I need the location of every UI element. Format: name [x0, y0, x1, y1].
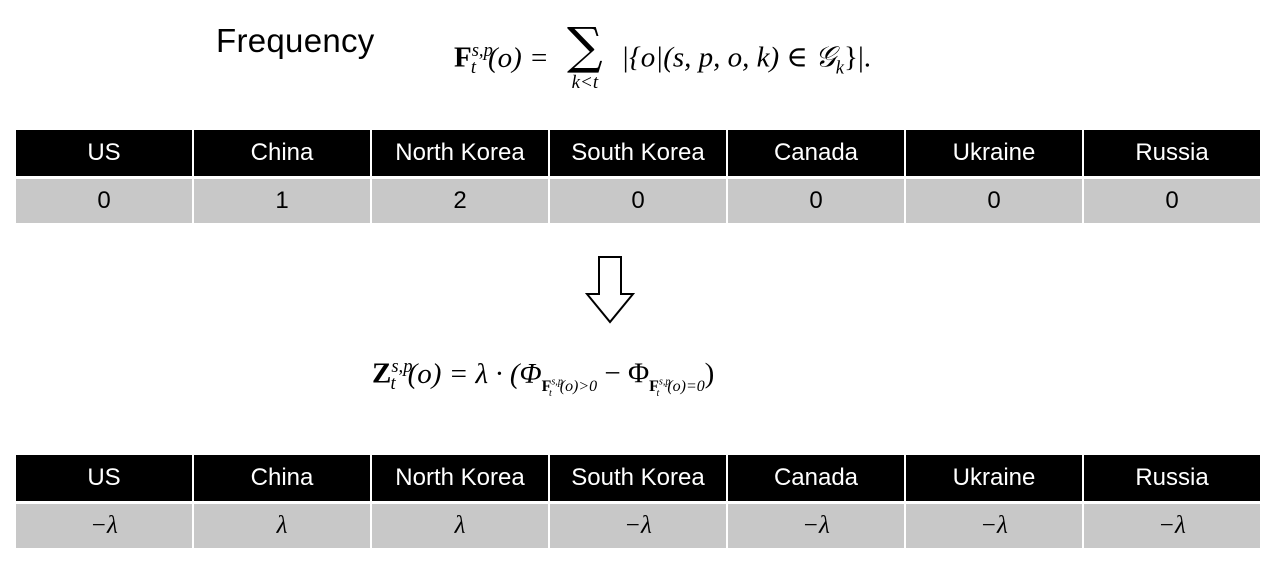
- cell-value-china: λ: [192, 501, 371, 548]
- cell-value-canada: 0: [726, 176, 905, 223]
- frequency-label: Frequency: [216, 22, 375, 59]
- cell-value-south-korea: −λ: [548, 501, 727, 548]
- frequency-formula: Fs,pt (o) = ∑ k<t |{o|(s, p, o, k) ∈ 𝒢k}|…: [454, 17, 872, 94]
- phi2-sub-sub: t: [656, 387, 660, 399]
- cell-value-ukraine: −λ: [904, 501, 1083, 548]
- phi1-sub-f: F: [541, 378, 552, 396]
- column-header-north-korea: North Korea: [370, 455, 549, 503]
- formula1-lhs-arg: (o) =: [488, 41, 549, 74]
- phi2-condition: (o)=0: [667, 378, 705, 396]
- column-header-ukraine: Ukraine: [904, 130, 1083, 178]
- column-header-us: US: [16, 455, 193, 503]
- down-arrow-icon: [585, 256, 635, 324]
- column-header-russia: Russia: [1082, 455, 1260, 503]
- cell-value-north-korea: 2: [370, 176, 549, 223]
- column-header-south-korea: South Korea: [548, 455, 727, 503]
- transformed-table: US China North Korea South Korea Canada …: [16, 455, 1260, 548]
- phi1-sub-sub: t: [548, 387, 552, 399]
- cell-value-russia: −λ: [1082, 501, 1260, 548]
- cell-value-china: 1: [192, 176, 371, 223]
- formula2-minus: − Φ: [597, 357, 650, 390]
- transformed-table-value-row: −λ λ λ −λ −λ −λ −λ: [16, 501, 1260, 548]
- frequency-table-header-row: US China North Korea South Korea Canada …: [16, 130, 1260, 178]
- column-header-north-korea: North Korea: [370, 130, 549, 178]
- phi2-sub-f: F: [649, 378, 659, 396]
- sum-symbol: ∑: [567, 17, 603, 75]
- sum-index: k<t: [571, 72, 599, 93]
- column-header-ukraine: Ukraine: [904, 455, 1083, 503]
- phi2-subscript: Fs,pt (o)=0: [649, 377, 705, 399]
- formula2-lhs-sup: s,p: [391, 356, 413, 377]
- cell-value-ukraine: 0: [904, 176, 1083, 223]
- summation-operator: ∑ k<t: [556, 17, 614, 94]
- formula1-lhs-sup: s,p: [471, 40, 493, 61]
- formula1-body-end: }|.: [844, 41, 872, 74]
- transform-formula: Zs,pt (o) = λ · (ΦFs,pt (o)>0 − ΦFs,pt (o)=…: [372, 356, 714, 399]
- phi1-sub-sup: s,p: [551, 377, 563, 389]
- phi2-sub-sup: s,p: [658, 377, 671, 389]
- formula1-body-sub: k: [835, 57, 845, 79]
- frequency-table-value-row: 0 1 2 0 0 0 0: [16, 176, 1260, 223]
- formula1-lhs: F: [454, 41, 472, 74]
- formula2-lhs-arg: (o) = λ · (Φ: [407, 357, 542, 390]
- phi1-subscript: Fs,pt (o)>0: [541, 377, 598, 399]
- cell-value-south-korea: 0: [548, 176, 727, 223]
- column-header-canada: Canada: [726, 455, 905, 503]
- column-header-china: China: [192, 130, 371, 178]
- formula1-body: |{o|(s, p, o, k) ∈ 𝒢: [621, 41, 836, 74]
- cell-value-russia: 0: [1082, 176, 1260, 223]
- column-header-russia: Russia: [1082, 130, 1260, 178]
- formula2-lhs-sub: t: [390, 373, 396, 395]
- column-header-south-korea: South Korea: [548, 130, 727, 178]
- formula2-close: ): [704, 357, 715, 390]
- column-header-us: US: [16, 130, 193, 178]
- frequency-heading: Frequency Fs,pt (o) = ∑ k<t |{o|(s, p, o,…: [0, 18, 1276, 98]
- column-header-canada: Canada: [726, 130, 905, 178]
- cell-value-us: −λ: [16, 501, 193, 548]
- phi1-condition: (o)>0: [559, 378, 598, 396]
- cell-value-canada: −λ: [726, 501, 905, 548]
- cell-value-north-korea: λ: [370, 501, 549, 548]
- cell-value-us: 0: [16, 176, 193, 223]
- formula1-lhs-sub: t: [470, 57, 477, 79]
- frequency-table: US China North Korea South Korea Canada …: [16, 130, 1260, 223]
- transformed-table-header-row: US China North Korea South Korea Canada …: [16, 455, 1260, 503]
- formula2-lhs: Z: [372, 357, 392, 390]
- column-header-china: China: [192, 455, 371, 503]
